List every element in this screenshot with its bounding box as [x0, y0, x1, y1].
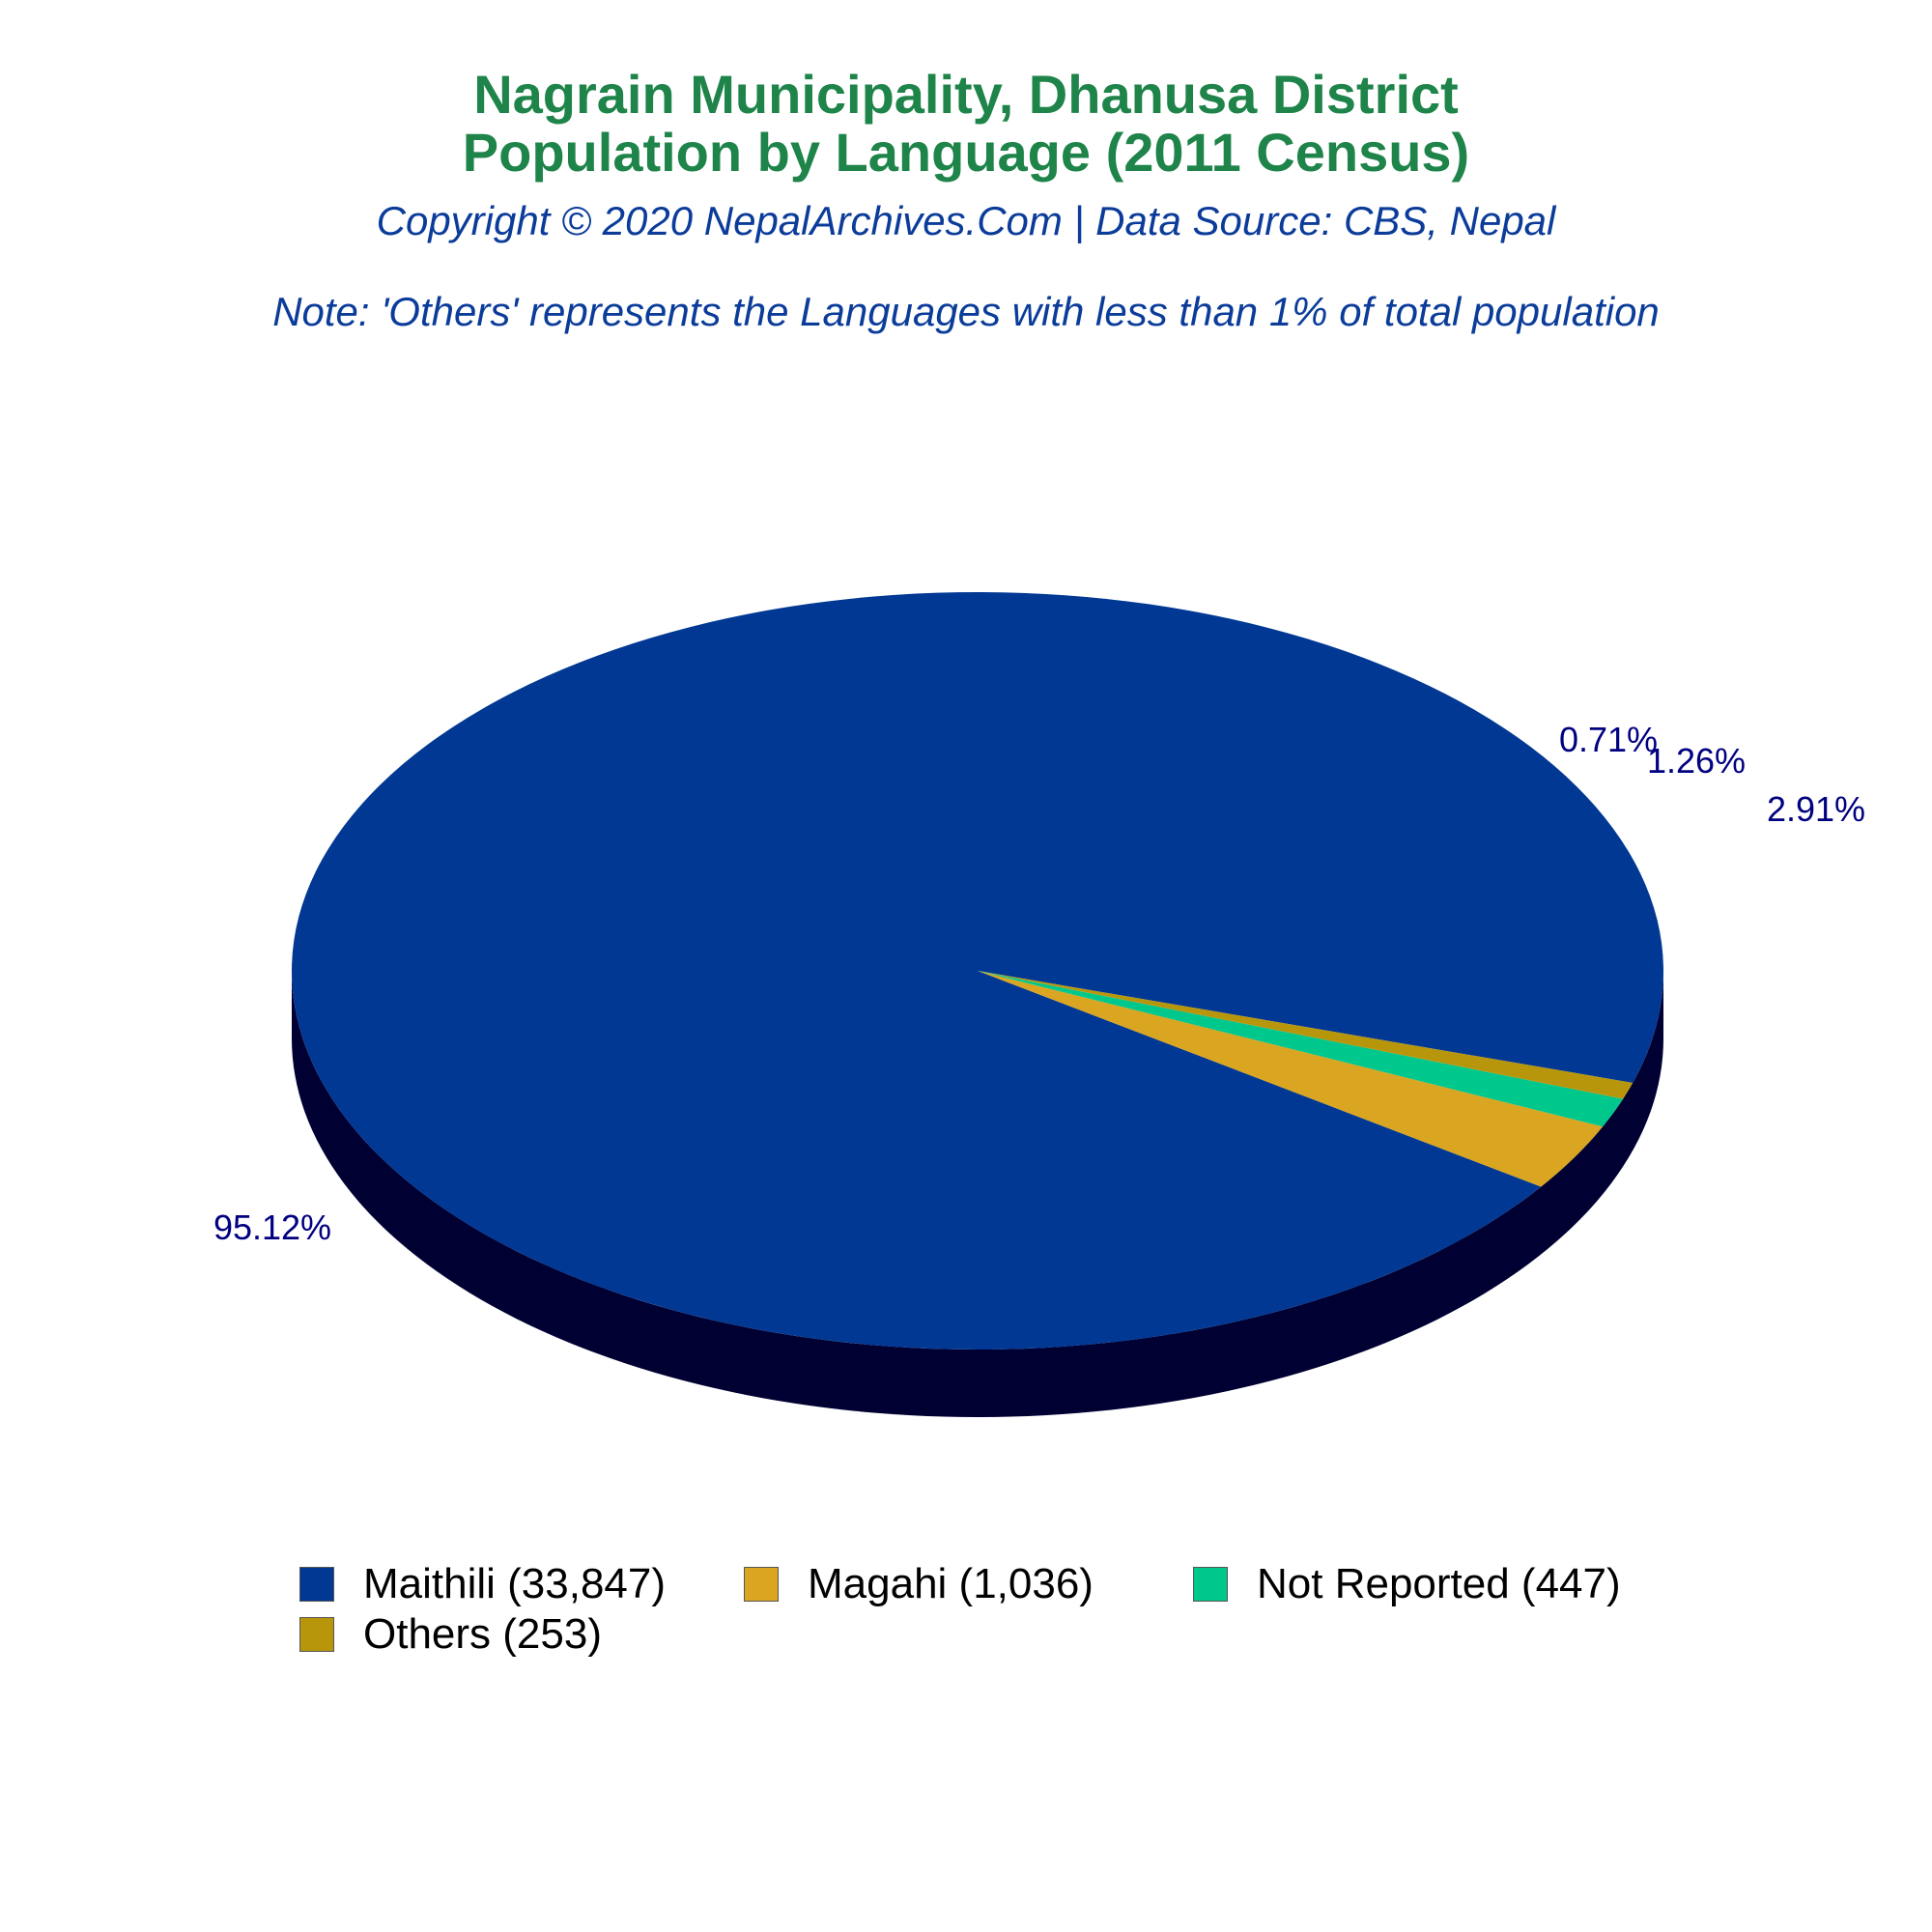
pie-label-0: 95.12% — [213, 1208, 331, 1247]
pie-label-1: 2.91% — [1767, 789, 1865, 829]
copyright-text: Copyright © 2020 NepalArchives.Com | Dat… — [376, 198, 1556, 243]
legend-swatch — [299, 1567, 334, 1602]
pie-slice-2 — [978, 971, 1624, 1127]
legend-label: Maithili (33,847) — [363, 1560, 667, 1607]
pie-depth-layer — [292, 971, 1663, 1417]
legend-label: Others (253) — [363, 1610, 602, 1658]
pie-slices — [291, 591, 1663, 1350]
chart-title-line-2: Population by Language (2011 Census) — [462, 122, 1470, 183]
legend-item: Magahi (1,036) — [744, 1563, 1094, 1605]
legend-label: Magahi (1,036) — [808, 1560, 1094, 1607]
pie-label-3: 0.71% — [1559, 720, 1658, 759]
legend-item: Not Reported (447) — [1193, 1563, 1621, 1605]
pie-data-labels: 95.12% 2.91% 1.26%0.71% — [213, 720, 1865, 1247]
legend-swatch — [1193, 1567, 1228, 1602]
legend-item: Others (253) — [299, 1613, 602, 1656]
note-text: Note: 'Others' represents the Languages … — [272, 289, 1660, 334]
chart-title-line-1: Nagrain Municipality, Dhanusa District — [473, 64, 1459, 125]
pie-slice-1 — [978, 971, 1604, 1187]
legend-label: Not Reported (447) — [1257, 1560, 1621, 1607]
pie-slice-3 — [978, 971, 1634, 1099]
legend-swatch — [744, 1567, 779, 1602]
pie-label-2: 1.26% — [1647, 741, 1746, 781]
legend-swatch — [299, 1617, 334, 1652]
legend-item: Maithili (33,847) — [299, 1563, 666, 1605]
pie-side — [292, 971, 1663, 1417]
pie-slice-0 — [291, 591, 1663, 1350]
